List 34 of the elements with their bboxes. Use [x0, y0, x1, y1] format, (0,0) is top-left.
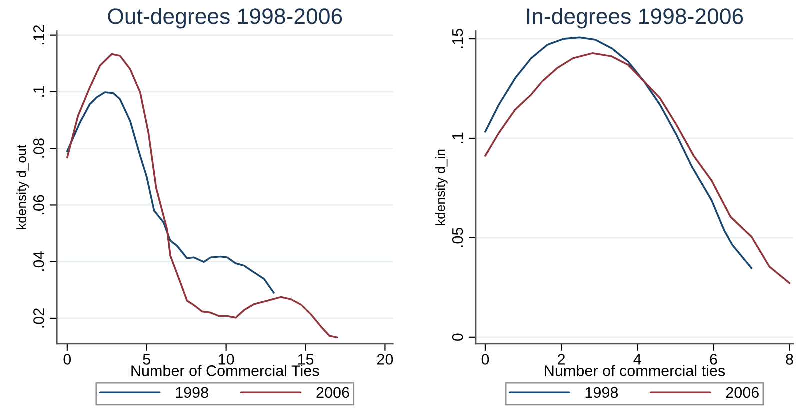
y-tick-label: .15 — [452, 29, 464, 48]
x-tick-label: 15 — [298, 354, 314, 365]
legend-label: 1998 — [586, 387, 618, 398]
legend-label: 2006 — [726, 387, 759, 398]
x-tick-label: 2 — [558, 354, 566, 365]
x-axis-title: Number of commercial ties — [545, 365, 726, 376]
legend-label: 2006 — [316, 387, 350, 398]
y-tick-label: .1 — [452, 132, 464, 144]
y-tick-label: .1 — [34, 86, 44, 97]
y-tick-label: .12 — [34, 25, 44, 45]
legend-label: 1998 — [176, 387, 208, 398]
y-tick-label: .02 — [34, 308, 44, 328]
line-series — [66, 92, 275, 294]
chart-title: Out-degrees 1998-2006 — [108, 8, 342, 29]
x-tick-label: 5 — [143, 354, 150, 365]
x-axis-title: Number of Commercial Ties — [132, 365, 320, 376]
x-tick-label: 0 — [64, 354, 72, 365]
line-series — [66, 53, 338, 339]
x-tick-label: 20 — [377, 354, 394, 365]
x-tick-label: 4 — [634, 354, 642, 365]
y-tick-label: .05 — [452, 228, 464, 248]
y-axis-title: kdensity d_in — [436, 150, 448, 226]
line-series — [484, 52, 791, 284]
line-series — [484, 36, 753, 270]
y-tick-label: .06 — [34, 195, 44, 214]
x-tick-label: 0 — [482, 354, 490, 365]
x-tick-label: 10 — [218, 354, 234, 365]
y-tick-label: .08 — [34, 138, 44, 158]
x-tick-label: 6 — [710, 354, 718, 365]
y-tick-label: .04 — [34, 252, 44, 272]
y-axis-title: kdensity d_out — [16, 145, 29, 230]
chart-title: In-degrees 1998-2006 — [527, 8, 744, 29]
y-tick-label: 0 — [452, 334, 464, 342]
x-tick-label: 8 — [786, 354, 794, 365]
